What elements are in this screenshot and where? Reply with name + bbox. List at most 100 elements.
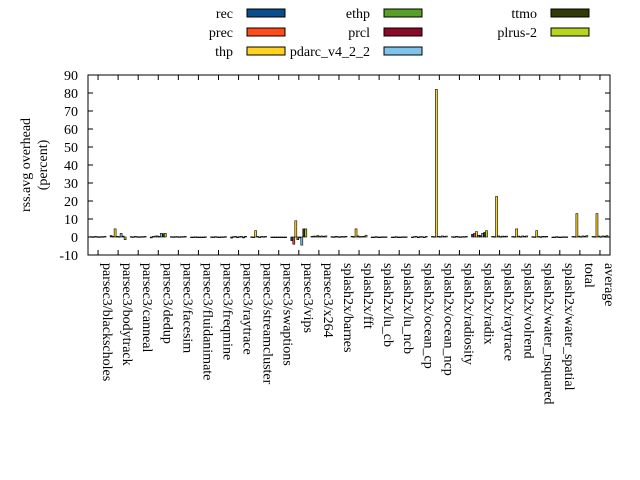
y-tick-label: 70 bbox=[64, 105, 78, 120]
legend-swatch-prec bbox=[246, 27, 286, 37]
bar-ethp bbox=[95, 236, 99, 238]
bar-thp bbox=[475, 231, 478, 238]
legend-label-ttmo: ttmo bbox=[511, 7, 537, 22]
bar-rec bbox=[149, 236, 153, 239]
legend-swatch-thp bbox=[246, 46, 286, 56]
bar-pdarc_v4_2_2 bbox=[200, 236, 203, 238]
bar-prec bbox=[252, 236, 255, 238]
legend-label-thp: thp bbox=[215, 45, 233, 60]
bar-plrus-2 bbox=[445, 235, 448, 238]
bar-thp bbox=[194, 236, 197, 238]
x-tick-label: splash2x/ocean_ncp bbox=[440, 263, 455, 376]
bar-thp bbox=[595, 213, 599, 238]
x-tick-label: splash2x/ocean_cp bbox=[420, 263, 435, 369]
bar-ethp bbox=[115, 235, 119, 238]
legend-swatch-pdarc_v4_2_2 bbox=[383, 46, 423, 56]
bar-plrus-2 bbox=[465, 236, 468, 238]
bar-rec bbox=[109, 235, 113, 238]
bar-plrus-2 bbox=[424, 236, 428, 238]
x-tick-label: splash2x/water_nsquared bbox=[541, 263, 556, 405]
bar-thp bbox=[254, 230, 257, 238]
bar-plrus-2 bbox=[123, 236, 127, 240]
bar-prcl bbox=[178, 236, 181, 238]
x-tick-label: splash2x/radix bbox=[481, 263, 496, 345]
bar-ttmo bbox=[182, 236, 185, 238]
y-tick-label: 10 bbox=[64, 213, 78, 228]
bar-plrus-2 bbox=[384, 236, 388, 238]
x-tick-label: parsec3/blackscholes bbox=[99, 263, 114, 381]
bar-prcl bbox=[218, 236, 221, 238]
legend-swatch-rec bbox=[246, 8, 286, 18]
y-axis: -10 0 10 20 30 40 50 60 70 80 90 bbox=[59, 69, 610, 264]
bar-prcl bbox=[198, 236, 201, 238]
x-tick-label: average bbox=[601, 263, 616, 307]
bar-rec bbox=[250, 236, 253, 238]
bar-plrus-2 bbox=[224, 236, 227, 238]
x-tick-label: parsec3/x264 bbox=[320, 263, 335, 338]
legend-swatch-plrus-2 bbox=[550, 27, 590, 37]
bar-plrus-2 bbox=[284, 236, 288, 238]
y-tick-label: 50 bbox=[64, 141, 78, 156]
bar-plrus-2 bbox=[485, 230, 488, 238]
legend: rec prec thp ethp prcl pdarc_v4_2_2 ttmo plrus-… bbox=[209, 7, 590, 60]
bar-thp bbox=[294, 220, 298, 238]
legend-label-pdarc_v4_2_2: pdarc_v4_2_2 bbox=[290, 45, 370, 60]
y-tick-label: -10 bbox=[59, 249, 78, 264]
bar-prec bbox=[111, 236, 115, 238]
bar-pdarc_v4_2_2 bbox=[99, 236, 103, 238]
bar-plrus-2 bbox=[264, 236, 267, 238]
x-tick-label: splash2x/raytrace bbox=[501, 263, 516, 361]
bar-thp bbox=[234, 236, 237, 238]
legend-swatch-prcl bbox=[383, 27, 423, 37]
bar-pdarc_v4_2_2 bbox=[139, 236, 143, 238]
bar-prec bbox=[172, 236, 175, 238]
bar-thp bbox=[93, 236, 97, 238]
x-tick-label: splash2x/lu_cb bbox=[380, 263, 395, 347]
bar-prcl bbox=[97, 236, 101, 238]
bar-prcl bbox=[117, 236, 121, 238]
bar-plrus-2 bbox=[304, 228, 308, 238]
bar-ethp bbox=[155, 235, 159, 238]
bar-pdarc_v4_2_2 bbox=[300, 236, 304, 246]
bar-pdarc_v4_2_2 bbox=[119, 233, 123, 238]
bar-rec bbox=[210, 236, 213, 238]
legend-label-prcl: prcl bbox=[348, 26, 370, 41]
y-axis-unit-label: (percent) bbox=[36, 139, 51, 190]
bar-thp bbox=[435, 89, 438, 238]
bar-prcl bbox=[157, 236, 161, 238]
x-tick-label: parsec3/fluidanimate bbox=[199, 263, 214, 380]
y-tick-label: 20 bbox=[64, 195, 78, 210]
x-tick-label: splash2x/fft bbox=[360, 263, 375, 329]
x-tick-label: parsec3/vips bbox=[300, 263, 315, 333]
bar-plrus-2 bbox=[545, 235, 549, 238]
bar-ethp bbox=[216, 236, 219, 238]
bars bbox=[89, 89, 609, 246]
x-tick-label: splash2x/radiosity bbox=[460, 263, 475, 365]
x-tick-label: parsec3/dedup bbox=[159, 263, 174, 344]
bar-plrus-2 bbox=[103, 236, 107, 238]
bar-ttmo bbox=[242, 236, 245, 239]
bar-rec bbox=[230, 236, 233, 239]
bar-pdarc_v4_2_2 bbox=[220, 236, 223, 238]
bar-ttmo bbox=[161, 233, 165, 238]
bar-ethp bbox=[135, 236, 139, 238]
bar-pdarc_v4_2_2 bbox=[159, 233, 163, 238]
bar-thp bbox=[214, 236, 217, 238]
bar-ttmo bbox=[101, 236, 105, 238]
bar-plrus-2 bbox=[364, 234, 368, 238]
bar-thp bbox=[535, 230, 539, 238]
bar-ttmo bbox=[222, 236, 225, 238]
legend-label-prec: prec bbox=[209, 26, 233, 41]
bar-rec bbox=[511, 236, 514, 238]
y-tick-label: 60 bbox=[64, 123, 78, 138]
bar-thp bbox=[113, 228, 117, 238]
legend-swatch-ethp bbox=[383, 8, 423, 18]
bar-thp bbox=[153, 235, 157, 238]
bar-prcl bbox=[137, 236, 141, 238]
y-tick-label: 40 bbox=[64, 159, 78, 174]
x-tick-label: parsec3/swaptions bbox=[280, 263, 295, 366]
legend-label-plrus-2: plrus-2 bbox=[497, 26, 537, 41]
bar-plrus-2 bbox=[184, 236, 187, 238]
bar-plrus-2 bbox=[404, 236, 408, 238]
